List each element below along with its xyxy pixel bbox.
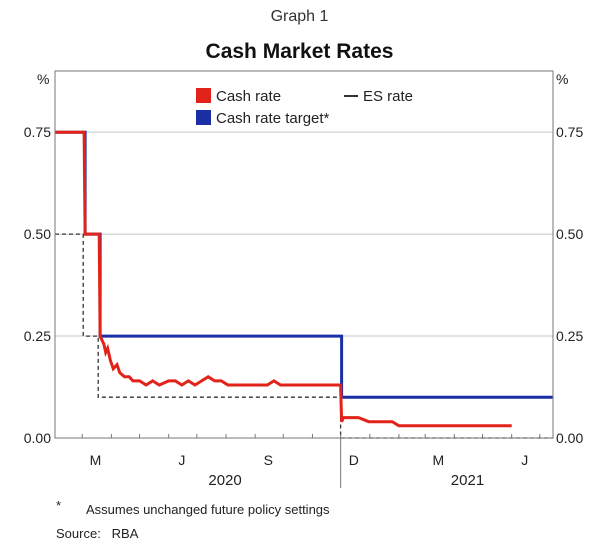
gridlines	[55, 131, 553, 337]
y-tick-label-right: 0.00	[556, 430, 583, 446]
series-lines	[55, 130, 553, 439]
legend-label-cash-rate: Cash rate	[216, 88, 281, 105]
x-tick-label: D	[349, 452, 359, 468]
series-line-cash-rate	[55, 130, 512, 428]
y-tick-label-left: 0.00	[24, 430, 51, 446]
legend-swatch-cash-rate	[196, 88, 211, 103]
y-tick-label-left: 0.50	[24, 226, 51, 242]
legend: Cash rate ES rate Cash rate target*	[196, 88, 413, 127]
x-tick-label: M	[433, 452, 445, 468]
cash-market-rates-chart: 0.00 0.00 0.25 0.25 0.50 0.50 0.75 0.75% % M J S D M J…	[24, 70, 584, 489]
year-label: 2021	[451, 472, 484, 489]
y-tick-label-left: 0.25	[24, 328, 51, 344]
y-tick-label-right: 0.75	[556, 124, 583, 140]
y-tick-label-right: 0.50	[556, 226, 583, 242]
source-label: Source:	[56, 526, 101, 541]
source-line: Source: RBA	[56, 526, 138, 541]
y-unit-right: %	[556, 71, 568, 87]
x-tick-label: J	[178, 452, 185, 468]
chart-title: Cash Market Rates	[205, 40, 394, 63]
legend-label-cash-rate-target: Cash rate target*	[216, 110, 330, 127]
legend-label-es-rate: ES rate	[363, 88, 413, 105]
y-unit-left: %	[37, 71, 49, 87]
source-value: RBA	[111, 526, 139, 541]
y-tick-label-right: 0.25	[556, 328, 583, 344]
x-tick-label: M	[90, 452, 102, 468]
series-line-es-rate	[55, 233, 553, 439]
graph-label: Graph 1	[270, 8, 329, 25]
year-label: 2020	[208, 472, 241, 489]
axes: 0.00 0.00 0.25 0.25 0.50 0.50 0.75 0.75% % M J S D M J…	[24, 71, 584, 489]
plot-frame	[54, 70, 554, 439]
x-tick-label: J	[521, 452, 528, 468]
footnote-text: Assumes unchanged future policy settings	[86, 502, 330, 517]
x-tick-label: S	[264, 452, 273, 468]
series-line-cash-rate-target	[55, 130, 553, 399]
footnote-marker: *	[56, 498, 62, 513]
y-tick-label-left: 0.75	[24, 124, 51, 140]
legend-swatch-cash-rate-target	[196, 110, 211, 125]
